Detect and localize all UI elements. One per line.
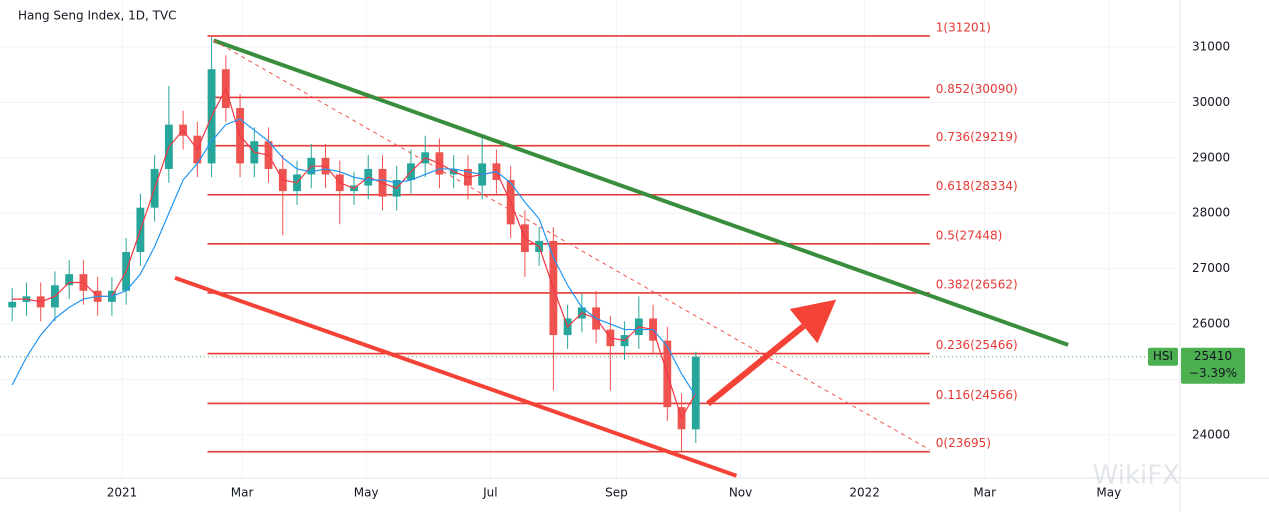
y-tick-label: 28000 — [1192, 206, 1230, 220]
price-label: 25410 — [1194, 349, 1232, 363]
x-tick-label: May — [1096, 486, 1121, 500]
moving-average — [12, 87, 697, 420]
arrow-head — [789, 299, 837, 344]
x-tick-label: Sep — [605, 486, 628, 500]
x-tick-label: Jul — [482, 486, 497, 500]
change-label: −3.39% — [1189, 366, 1237, 380]
y-tick-label: 26000 — [1192, 317, 1230, 331]
fib-label: 0.116(24566) — [936, 388, 1018, 402]
fib-label: 0.236(25466) — [936, 338, 1018, 352]
symbol-box — [1148, 347, 1178, 366]
symbol-label: HSI — [1153, 349, 1173, 363]
trendline — [174, 275, 738, 478]
fib-label: 0(23695) — [936, 436, 991, 450]
y-tick-label: 31000 — [1192, 40, 1230, 54]
x-tick-label: 2021 — [107, 486, 138, 500]
watermark: WikiFX — [1093, 461, 1180, 491]
x-tick-label: Mar — [231, 486, 254, 500]
arrow-shaft — [706, 323, 806, 407]
fib-label: 1(31201) — [936, 20, 991, 34]
trendline — [212, 38, 1069, 347]
fib-label: 0.618(28334) — [936, 179, 1018, 193]
fib-label: 0.736(29219) — [936, 130, 1018, 144]
y-tick-label: 27000 — [1192, 261, 1230, 275]
y-tick-label: 24000 — [1192, 427, 1230, 441]
x-tick-label: May — [354, 486, 379, 500]
x-tick-label: Mar — [973, 486, 996, 500]
fib-label: 0.5(27448) — [936, 228, 1003, 242]
price-box — [1181, 347, 1245, 384]
fib-label: 0.852(30090) — [936, 82, 1018, 96]
trendline — [213, 39, 931, 451]
y-tick-label: 30000 — [1192, 95, 1230, 109]
fib-label: 0.382(26562) — [936, 277, 1018, 291]
candle-body — [8, 301, 17, 308]
x-tick-label: 2022 — [849, 486, 880, 500]
y-tick-label: 29000 — [1192, 150, 1230, 164]
x-tick-label: Nov — [729, 486, 752, 500]
candle-body — [691, 356, 700, 430]
chart-title: Hang Seng Index, 1D, TVC — [18, 9, 177, 23]
candle-body — [65, 274, 74, 286]
moving-average — [11, 118, 697, 397]
